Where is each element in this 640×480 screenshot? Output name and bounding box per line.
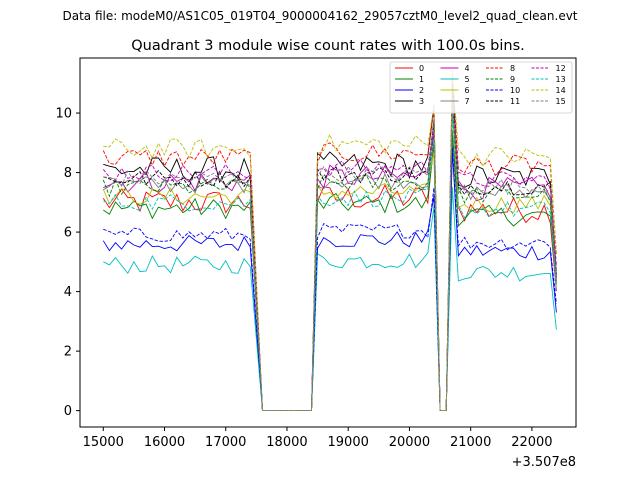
legend-label: 8: [510, 64, 515, 73]
x-axis-ticks: 15000 16000 17000 18000 19000 20000 21000 22000: [83, 427, 553, 450]
series-line-10: [103, 145, 557, 412]
legend-label: 3: [419, 97, 424, 106]
chart-title: Quadrant 3 module wise count rates with …: [131, 38, 525, 54]
y-tick-label: 4: [64, 285, 72, 300]
x-tick-label: 19000: [328, 435, 369, 450]
series-line-13: [103, 113, 557, 412]
series-line-5: [103, 187, 557, 412]
x-axis-offset-label: +3.507e8: [512, 455, 576, 470]
legend-label: 4: [465, 64, 470, 73]
series-line-2: [102, 149, 557, 412]
plot-lines: [102, 70, 557, 412]
legend-label: 6: [465, 86, 470, 95]
x-tick-label: 20000: [389, 435, 430, 450]
legend-label: 12: [556, 64, 566, 73]
x-tick-label: 15000: [83, 435, 124, 450]
series-line-15: [103, 94, 557, 412]
legend-label: 11: [510, 97, 520, 106]
legend-label: 15: [556, 97, 566, 106]
legend-box: [389, 61, 573, 114]
legend-label: 0: [419, 64, 424, 73]
legend-label: 5: [465, 75, 470, 84]
legend-label: 13: [556, 75, 566, 84]
x-tick-label: 21000: [450, 435, 491, 450]
x-tick-label: 18000: [266, 435, 307, 450]
x-tick-label: 16000: [144, 435, 185, 450]
legend-label: 2: [419, 86, 424, 95]
y-tick-label: 2: [64, 345, 72, 360]
y-tick-label: 8: [64, 166, 72, 181]
series-line-9: [102, 106, 557, 412]
legend-label: 1: [419, 75, 424, 84]
legend-label: 7: [465, 97, 470, 106]
x-tick-label: 22000: [511, 435, 552, 450]
suptitle: Data file: modeM0/AS1C05_019T04_90000041…: [62, 9, 577, 23]
axes-frame: [79, 57, 577, 428]
legend-label: 14: [556, 86, 566, 95]
legend-label: 9: [510, 75, 515, 84]
legend-label: 10: [510, 86, 520, 95]
y-tick-label: 10: [55, 107, 72, 122]
y-axis-ticks: 0 2 4 6 8 10: [55, 107, 80, 419]
series-line-14: [103, 72, 557, 412]
x-tick-label: 17000: [205, 435, 246, 450]
y-tick-label: 0: [64, 404, 72, 419]
series-line-12: [102, 98, 557, 412]
series-line-11: [103, 86, 557, 412]
series-line-3: [103, 77, 557, 412]
y-tick-label: 6: [64, 226, 72, 241]
